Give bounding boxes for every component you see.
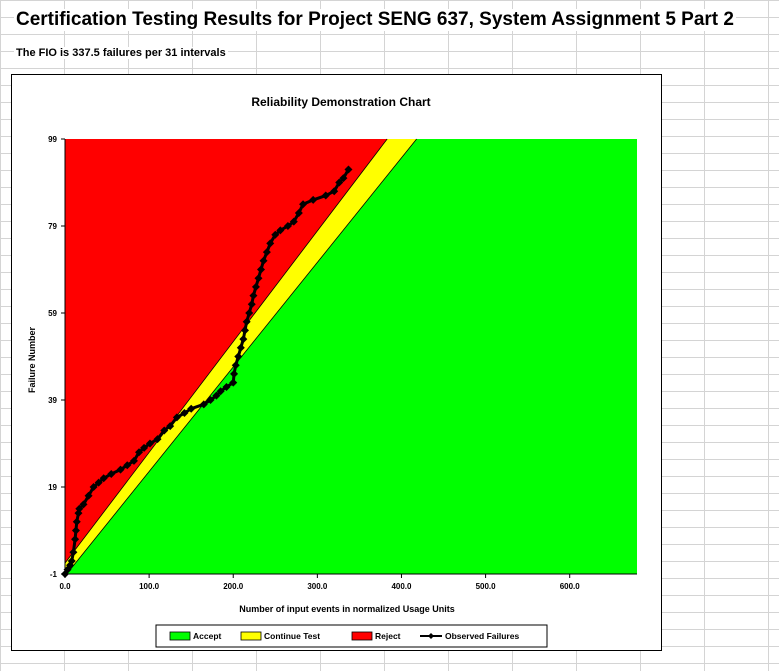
observed-failure-point (84, 491, 93, 500)
observed-failure-point (123, 461, 132, 470)
observed-failure-point (247, 300, 256, 309)
y-axis-label: Failure Number (27, 326, 37, 393)
observed-failure-point (262, 248, 271, 257)
observed-failure-point (236, 343, 245, 352)
observed-failure-point (289, 217, 298, 226)
observed-failure-point (249, 291, 258, 300)
observed-failure-point (330, 187, 339, 196)
observed-failure-point (283, 222, 292, 230)
observed-failure-point (234, 352, 243, 361)
legend-label: Continue Test (264, 631, 320, 641)
y-tick-label: 79 (48, 222, 57, 231)
observed-failure-point (212, 391, 221, 400)
observed-failure-point (79, 500, 88, 509)
observed-failure-point (216, 387, 225, 396)
legend-marker-sample (428, 633, 434, 639)
observed-failure-point (107, 469, 116, 478)
observed-failure-point (251, 282, 260, 291)
observed-failure-point (71, 535, 80, 544)
observed-failure-point (116, 465, 125, 474)
x-tick-label: 100.0 (139, 582, 160, 591)
observed-failure-point (309, 195, 318, 204)
legend-box (155, 624, 548, 648)
x-tick-label: 0.0 (59, 582, 71, 591)
observed-failure-point (335, 178, 344, 187)
legend-label: Observed Failures (445, 631, 519, 641)
observed-failure-point (294, 208, 303, 217)
observed-failure-point (259, 256, 268, 265)
reliability-demonstration-chart: Reliability Demonstration Chart -1 19 39 59… (27, 95, 637, 648)
observed-failure-point (72, 517, 81, 526)
observed-failure-point (276, 226, 285, 235)
observed-failure-point (99, 474, 108, 483)
y-tick-label: 59 (48, 309, 57, 318)
observed-failure-point (135, 448, 144, 457)
observed-failure-point (75, 504, 84, 513)
observed-failure-point (245, 309, 254, 317)
observed-failure-point (222, 382, 231, 391)
observed-failure-point (266, 239, 275, 248)
y-tick-label: 99 (48, 135, 57, 144)
observed-failure-point (344, 165, 353, 174)
observed-failure-point (89, 483, 98, 491)
reject-boundary-line (64, 138, 388, 564)
observed-failure-point (339, 174, 348, 183)
observed-failure-point (172, 413, 181, 422)
observed-failure-point (153, 435, 162, 444)
observed-failure-point (166, 422, 175, 431)
legend-label: Reject (375, 631, 401, 641)
observed-failure-point (271, 230, 280, 239)
observed-failure-point (206, 396, 215, 404)
x-tick-label: 400.0 (391, 582, 412, 591)
observed-failure-point (239, 335, 248, 344)
y-tick-label: 39 (48, 396, 57, 405)
observed-failure-point (129, 456, 138, 465)
legend-swatch (351, 631, 373, 641)
legend-swatch (169, 631, 191, 641)
observed-failure-point (71, 526, 80, 535)
observed-failure-point (145, 439, 154, 448)
chart-title: Reliability Demonstration Chart (251, 95, 430, 109)
observed-failure-point (242, 317, 251, 326)
observed-failure-point (321, 191, 330, 200)
observed-failure-point (69, 548, 78, 557)
page-title: Certification Testing Results for Projec… (14, 9, 736, 31)
chart-legend: Accept Continue Test Reject Observed Failur… (155, 624, 548, 648)
observed-failure-point (187, 404, 196, 413)
observed-failure-point (180, 409, 189, 418)
observed-failure-point (299, 200, 308, 209)
observed-failure-point (94, 478, 103, 487)
chart-container[interactable]: Reliability Demonstration Chart -1 19 39 59… (11, 74, 662, 651)
x-tick-label: 600.0 (560, 582, 581, 591)
observed-failure-point (229, 378, 238, 387)
observed-failure-point (199, 400, 208, 409)
legend-swatch (240, 631, 262, 641)
plot-area: -1 19 39 59 79 99 0.0 100.0 200.0 300.0 400.0 500.0… (48, 135, 637, 591)
observed-failure-point (231, 361, 240, 370)
x-axis-label: Number of input events in normalized Usa… (239, 604, 455, 614)
y-tick-label: 19 (48, 483, 57, 492)
observed-failure-point (241, 326, 250, 335)
y-tick-label: -1 (50, 570, 58, 579)
legend-label: Accept (193, 631, 222, 641)
observed-failure-point (67, 556, 76, 565)
x-tick-label: 500.0 (476, 582, 497, 591)
observed-failure-point (140, 443, 149, 452)
x-tick-label: 300.0 (307, 582, 328, 591)
fio-note: The FIO is 337.5 failures per 31 interva… (14, 47, 228, 59)
observed-failure-point (254, 274, 263, 283)
observed-failure-point (256, 265, 265, 274)
observed-failure-point (230, 369, 239, 378)
x-tick-label: 200.0 (223, 582, 244, 591)
observed-failure-point (160, 426, 169, 435)
